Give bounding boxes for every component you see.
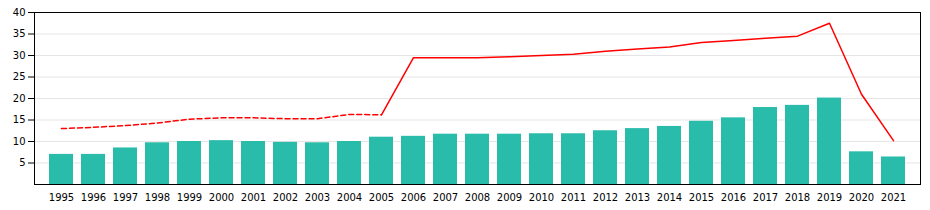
svg-text:1997: 1997 — [113, 192, 138, 203]
svg-text:1995: 1995 — [49, 192, 74, 203]
svg-text:2011: 2011 — [561, 192, 586, 203]
svg-text:40: 40 — [13, 7, 26, 18]
svg-text:2000: 2000 — [209, 192, 234, 203]
svg-text:35: 35 — [13, 28, 26, 39]
svg-text:10: 10 — [13, 136, 26, 147]
svg-text:2007: 2007 — [433, 192, 458, 203]
svg-text:15: 15 — [13, 114, 26, 125]
svg-text:2014: 2014 — [657, 192, 682, 203]
svg-text:2005: 2005 — [369, 192, 394, 203]
svg-text:5: 5 — [19, 157, 25, 168]
svg-text:1998: 1998 — [145, 192, 170, 203]
svg-text:2015: 2015 — [689, 192, 714, 203]
svg-text:2017: 2017 — [753, 192, 778, 203]
svg-text:30: 30 — [13, 50, 26, 61]
svg-text:2020: 2020 — [849, 192, 874, 203]
svg-text:2006: 2006 — [401, 192, 426, 203]
svg-text:20: 20 — [13, 93, 26, 104]
svg-text:2012: 2012 — [593, 192, 618, 203]
svg-text:1999: 1999 — [177, 192, 202, 203]
svg-text:2013: 2013 — [625, 192, 650, 203]
svg-text:2019: 2019 — [817, 192, 842, 203]
svg-text:25: 25 — [13, 71, 26, 82]
svg-text:2003: 2003 — [305, 192, 330, 203]
svg-text:2001: 2001 — [241, 192, 266, 203]
svg-text:2021: 2021 — [881, 192, 906, 203]
svg-text:2009: 2009 — [497, 192, 522, 203]
svg-text:2004: 2004 — [337, 192, 362, 203]
svg-text:2016: 2016 — [721, 192, 746, 203]
svg-text:2002: 2002 — [273, 192, 298, 203]
svg-text:2018: 2018 — [785, 192, 810, 203]
svg-text:1996: 1996 — [81, 192, 106, 203]
svg-text:2010: 2010 — [529, 192, 554, 203]
svg-text:2008: 2008 — [465, 192, 490, 203]
